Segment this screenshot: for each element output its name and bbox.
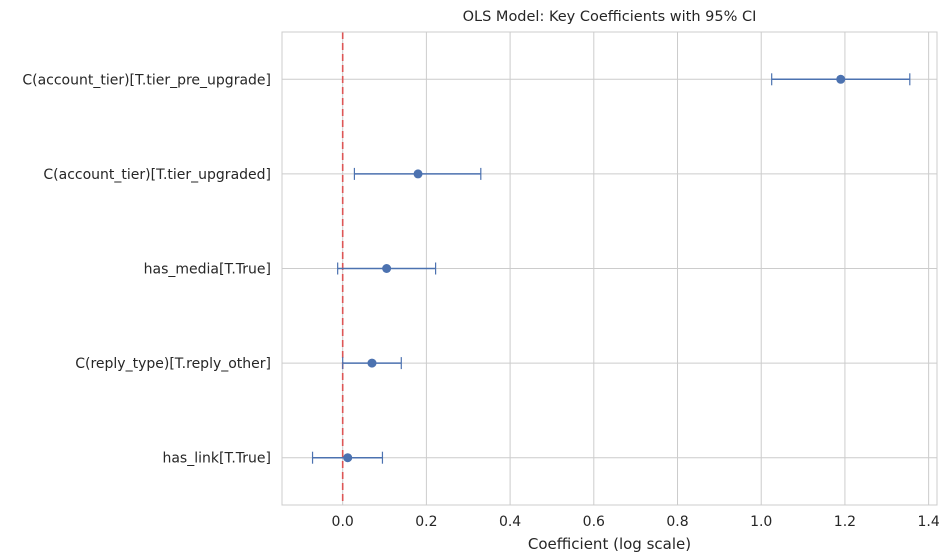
x-tick-labels: 0.0 0.2 0.4 0.6 0.8 1.0 1.2 1.4 (332, 514, 940, 530)
x-tick-label: 0.4 (499, 514, 521, 530)
x-tick-label: 0.0 (332, 514, 354, 530)
y-tick-label: C(account_tier)[T.tier_upgraded] (43, 167, 271, 183)
estimate-marker (413, 169, 423, 179)
plot-frame (281, 31, 938, 506)
x-tick-label: 0.2 (415, 514, 437, 530)
coefficient-point (337, 262, 437, 275)
data-marks (311, 73, 911, 464)
y-tick-labels: C(account_tier)[T.tier_pre_upgrade] C(acc… (22, 72, 271, 466)
y-tick-label: has_link[T.True] (162, 451, 271, 467)
estimate-marker (836, 74, 846, 84)
coefficient-point (342, 357, 402, 370)
x-tick-label: 1.2 (834, 514, 856, 530)
estimate-marker (367, 358, 377, 368)
y-tick-label: has_media[T.True] (144, 262, 271, 278)
coefficient-point (771, 73, 911, 86)
y-tick-label: C(account_tier)[T.tier_pre_upgrade] (22, 72, 271, 88)
estimate-marker (382, 264, 392, 273)
x-tick-label: 0.8 (666, 514, 688, 530)
x-tick-label: 1.4 (917, 514, 939, 530)
coefficient-point (353, 167, 482, 180)
x-axis-label: Coefficient (log scale) (528, 535, 691, 553)
x-tick-label: 1.0 (750, 514, 772, 530)
y-tick-label: C(reply_type)[T.reply_other] (75, 356, 271, 372)
estimate-marker (343, 453, 353, 463)
chart-title: OLS Model: Key Coefficients with 95% CI (463, 9, 757, 25)
x-tick-label: 0.6 (583, 514, 605, 530)
coefficient-point (311, 451, 384, 464)
